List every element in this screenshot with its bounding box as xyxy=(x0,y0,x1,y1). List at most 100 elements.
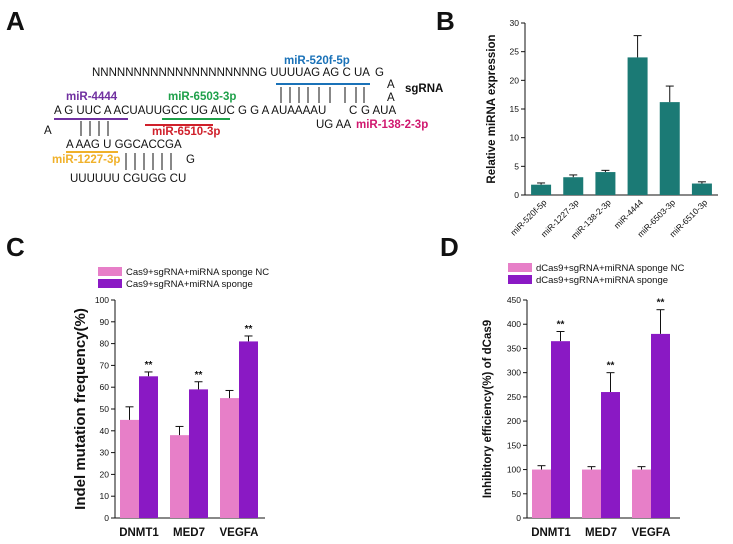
chart-d-bar xyxy=(582,469,601,518)
chart-d-bar xyxy=(651,333,670,518)
chart-b-bars xyxy=(531,35,712,196)
chart-c-significance: ** xyxy=(245,324,253,335)
mirna-label-138-2-3p: miR-138-2-3p xyxy=(356,119,428,131)
chart-d-significance: ** xyxy=(557,319,565,330)
chart-b-bar xyxy=(563,177,584,195)
chart-d-x-tick-label: VEGFA xyxy=(632,527,671,539)
sgrna-top-sequence: NNNNNNNNNNNNNNNNNNNNG UUUUAG AG C UA xyxy=(92,67,370,79)
chart-d-significance: ** xyxy=(607,361,615,372)
mirna-label-6503-3p: miR-6503-3p xyxy=(168,91,236,103)
chart-c-bars: ** ** ** xyxy=(120,324,258,518)
chart-b-bar xyxy=(595,172,616,195)
chart-c-legend-swatch-sponge xyxy=(98,279,122,288)
chart-c-y-tick-label: 60 xyxy=(100,382,110,392)
chart-b: Relative miRNA expression 0 5 10 15 20 25 30 m… xyxy=(486,18,718,241)
sgrna-loop-a: A xyxy=(44,125,52,137)
chart-b-x-tick-label: miR-4444 xyxy=(612,197,645,230)
sgrna-tail-g: G xyxy=(375,67,384,79)
chart-c-x-labels: DNMT1 MED7 VEGFA xyxy=(119,527,258,539)
chart-b-y-tick-label: 0 xyxy=(514,190,519,200)
chart-c-y-tick-label: 80 xyxy=(100,339,110,349)
chart-c-y-tick-label: 0 xyxy=(104,513,109,523)
chart-c-y-tick-label: 10 xyxy=(100,491,110,501)
chart-d-y-tick-label: 150 xyxy=(507,440,521,450)
sgrna-tail-a1: A xyxy=(387,79,395,91)
mirna-label-4444: miR-4444 xyxy=(66,91,118,103)
chart-d-y-tick-label: 200 xyxy=(507,416,521,426)
chart-d-legend-swatch-sponge xyxy=(508,275,532,284)
chart-d-bar xyxy=(632,469,651,518)
chart-d-y-tick-label: 450 xyxy=(507,295,521,305)
chart-c-legend: Cas9+sgRNA+miRNA sponge NC Cas9+sgRNA+mi… xyxy=(98,267,269,290)
chart-b-y-tick-label: 25 xyxy=(510,47,520,57)
chart-b-y-label: Relative miRNA expression xyxy=(486,34,498,183)
chart-c-x-tick-label: DNMT1 xyxy=(119,527,159,539)
chart-c-legend-swatch-nc xyxy=(98,267,122,276)
chart-b-y-ticks: 0 5 10 15 20 25 30 xyxy=(510,18,525,200)
chart-c-legend-label-sponge: Cas9+sgRNA+miRNA sponge xyxy=(126,279,253,290)
chart-c-y-tick-label: 50 xyxy=(100,404,110,414)
chart-b-bar xyxy=(691,183,712,195)
chart-c-bar xyxy=(170,435,189,518)
sgrna-right-gaua: G AUA xyxy=(361,105,396,117)
chart-d-bars: ** ** ** xyxy=(532,298,670,518)
chart-d-legend: dCas9+sgRNA+miRNA sponge NC dCas9+sgRNA+… xyxy=(508,263,685,286)
chart-c-y-tick-label: 100 xyxy=(95,295,109,305)
chart-d-bar xyxy=(532,469,551,518)
pairing-bars-bottom xyxy=(125,153,172,170)
chart-d-legend-swatch-nc xyxy=(508,263,532,272)
chart-c-bar xyxy=(220,398,239,518)
panel-label-d: D xyxy=(440,232,459,262)
pairing-bars-top xyxy=(280,87,365,103)
chart-c-bar xyxy=(120,419,139,518)
chart-d-y-tick-label: 250 xyxy=(507,392,521,402)
chart-c-y-tick-label: 70 xyxy=(100,360,110,370)
chart-c-y-tick-label: 20 xyxy=(100,469,110,479)
sgrna-lower-sequence: A AAG U GGCACCGA xyxy=(66,139,182,151)
sgrna-loop-g: G xyxy=(186,154,195,166)
sgrna-tail-a2: A xyxy=(387,92,395,104)
chart-b-y-tick-label: 30 xyxy=(510,18,520,28)
chart-d-significance: ** xyxy=(657,298,665,309)
chart-c-significance: ** xyxy=(145,360,153,371)
chart-c-y-tick-label: 40 xyxy=(100,426,110,436)
chart-c-bar xyxy=(239,341,258,518)
pairing-bars-left xyxy=(80,121,109,136)
panel-label-a: A xyxy=(6,6,25,36)
chart-b-bar xyxy=(531,184,552,195)
sgrna-ugaa: UG AA xyxy=(316,119,351,131)
chart-d-y-tick-label: 400 xyxy=(507,319,521,329)
mirna-label-520f-5p: miR-520f-5p xyxy=(284,55,350,67)
chart-c: Cas9+sgRNA+miRNA sponge NC Cas9+sgRNA+mi… xyxy=(72,267,269,539)
chart-b-y-tick-label: 15 xyxy=(510,104,520,114)
sgrna-right-c: C xyxy=(349,105,357,117)
chart-b-y-tick-label: 5 xyxy=(514,161,519,171)
chart-c-y-ticks: 0 10 20 30 40 50 60 70 80 90 100 xyxy=(95,295,115,523)
chart-d-x-labels: DNMT1 MED7 VEGFA xyxy=(531,527,670,539)
chart-b-y-tick-label: 10 xyxy=(510,133,520,143)
chart-c-y-tick-label: 90 xyxy=(100,317,110,327)
sgrna-label: sgRNA xyxy=(405,83,443,95)
chart-d-y-tick-label: 350 xyxy=(507,343,521,353)
panel-label-c: C xyxy=(6,232,25,262)
mirna-label-1227-3p: miR-1227-3p xyxy=(52,154,120,166)
chart-d-x-tick-label: DNMT1 xyxy=(531,527,571,539)
chart-d: dCas9+sgRNA+miRNA sponge NC dCas9+sgRNA+… xyxy=(482,263,685,539)
chart-d-y-label: Inhibitory efficiency(%) of dCas9 xyxy=(482,320,494,498)
chart-c-y-label: Indel mutation frequency(%) xyxy=(72,308,89,510)
chart-d-y-ticks: 0 50 100 150 200 250 300 350 400 450 xyxy=(507,295,527,523)
chart-d-y-tick-label: 0 xyxy=(516,513,521,523)
chart-d-y-tick-label: 50 xyxy=(512,489,522,499)
chart-b-y-tick-label: 20 xyxy=(510,75,520,85)
chart-d-legend-label-sponge: dCas9+sgRNA+miRNA sponge xyxy=(536,275,668,286)
chart-c-x-tick-label: VEGFA xyxy=(220,527,259,539)
panel-a-diagram: miR-520f-5p NNNNNNNNNNNNNNNNNNNNG UUUUAG… xyxy=(44,55,443,185)
chart-d-y-tick-label: 100 xyxy=(507,465,521,475)
panel-label-b: B xyxy=(436,6,455,36)
chart-d-legend-label-nc: dCas9+sgRNA+miRNA sponge NC xyxy=(536,263,685,274)
chart-b-bar xyxy=(627,57,648,196)
chart-c-significance: ** xyxy=(195,370,203,381)
chart-c-bar xyxy=(189,389,208,518)
